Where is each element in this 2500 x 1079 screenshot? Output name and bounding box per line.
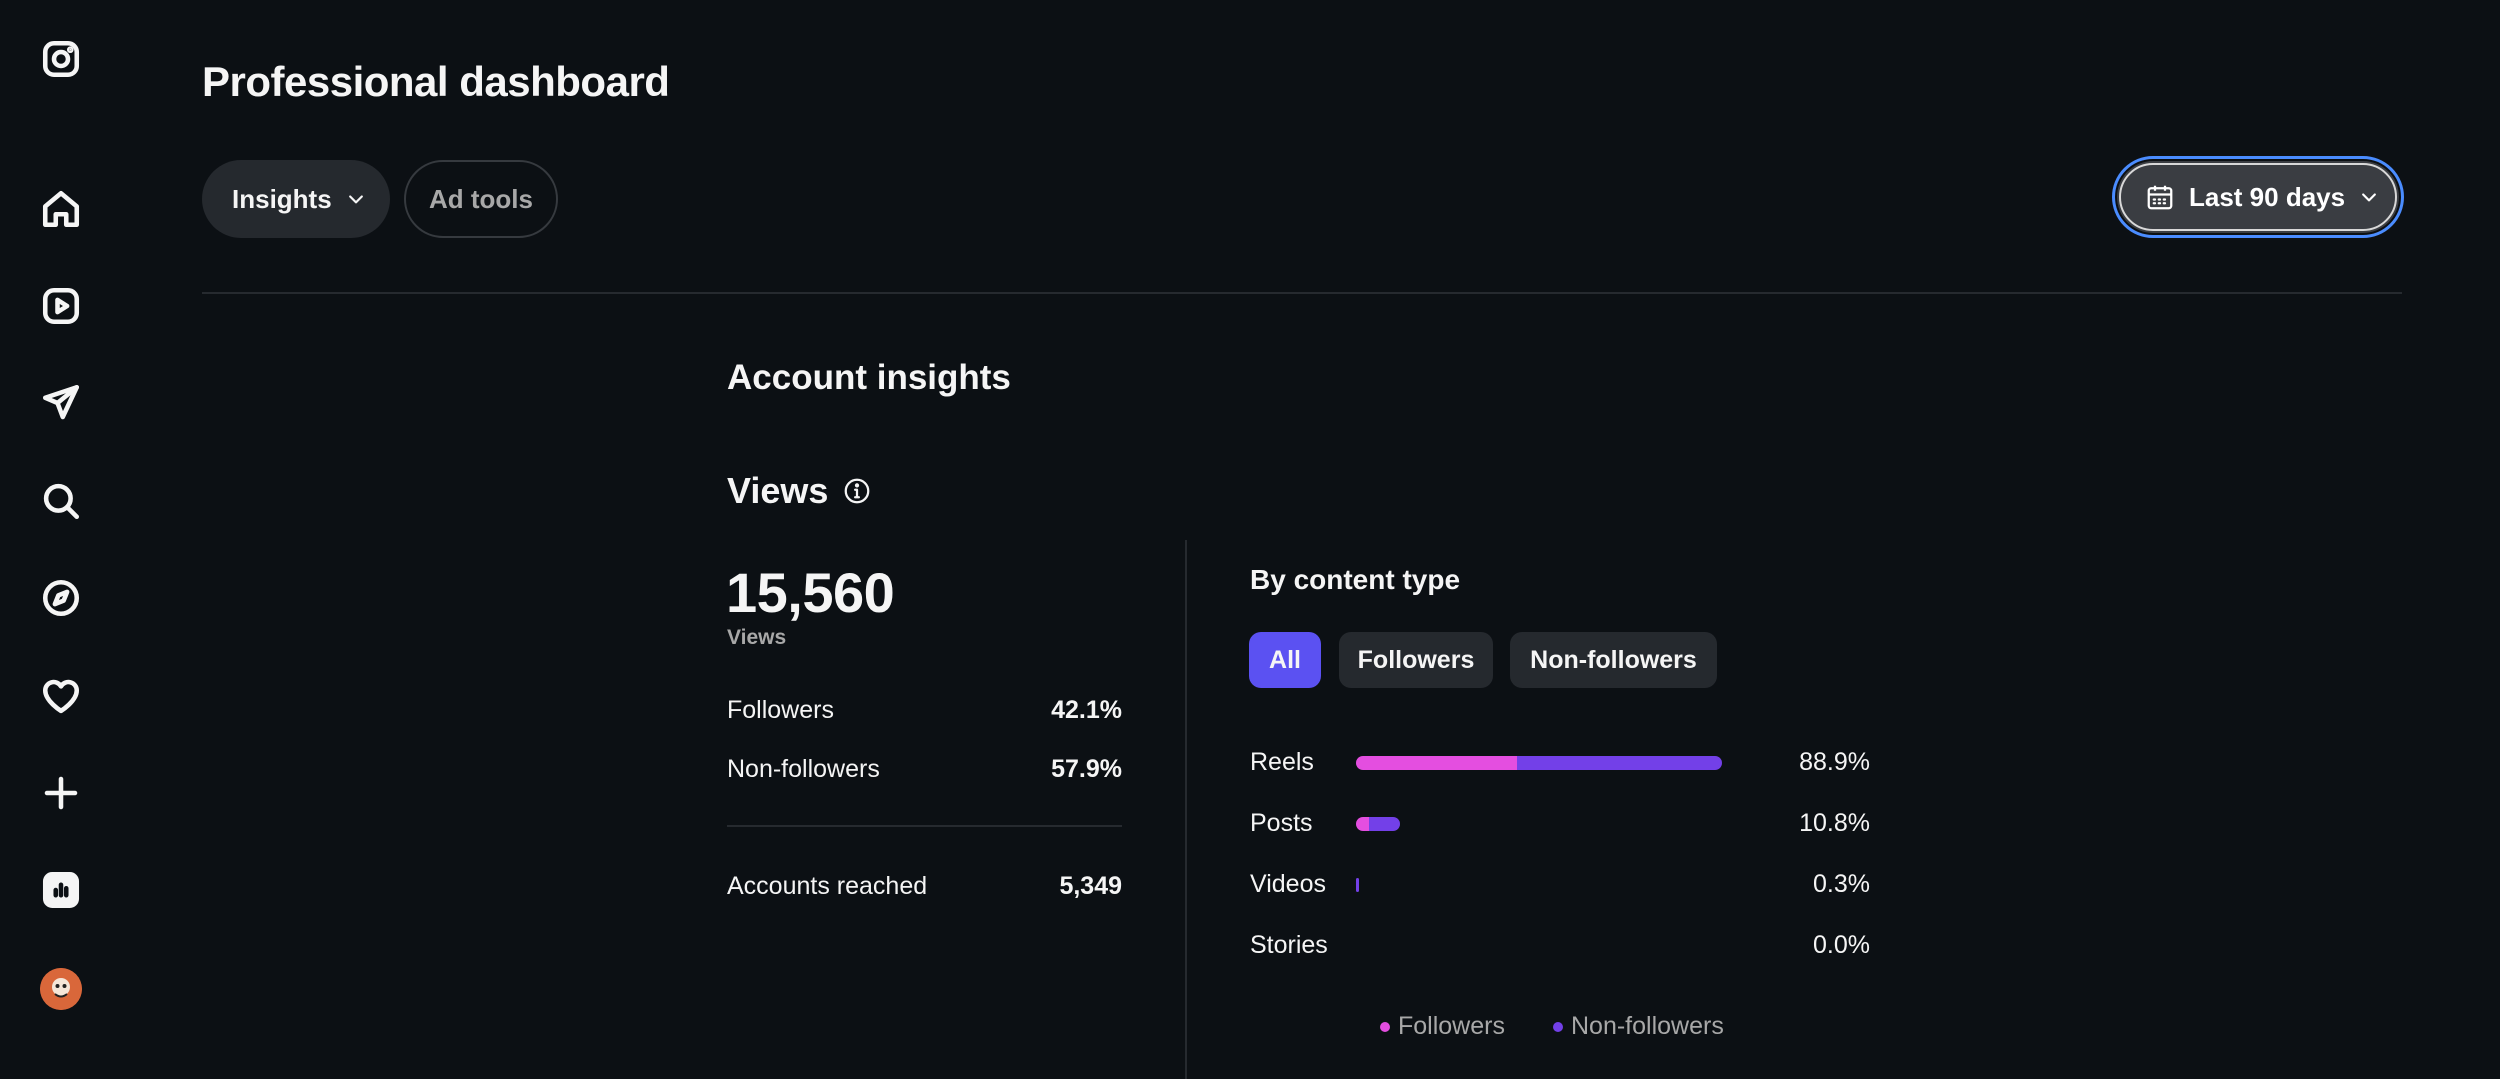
views-sub-label: Views xyxy=(727,626,787,649)
date-range-dropdown[interactable]: Last 90 days xyxy=(2112,156,2404,238)
content-type-pct: 88.9% xyxy=(1799,748,1870,776)
content-type-row: Stories 0.0% xyxy=(1250,925,1870,965)
bar-nonfollowers-segment xyxy=(1369,817,1401,831)
content-type-pct: 0.3% xyxy=(1813,870,1870,898)
notifications-icon[interactable] xyxy=(38,673,84,719)
chip-followers[interactable]: Followers xyxy=(1339,632,1493,688)
messages-icon[interactable] xyxy=(38,380,84,426)
nonfollowers-stat: Non-followers 57.9% xyxy=(727,755,1122,784)
dashboard-icon[interactable] xyxy=(38,867,84,913)
views-title-label: Views xyxy=(727,470,829,511)
nonfollowers-value: 57.9% xyxy=(1051,755,1122,783)
content-type-bar xyxy=(1356,756,1722,770)
chip-non-followers[interactable]: Non-followers xyxy=(1510,632,1717,688)
insights-label: Insights xyxy=(232,183,332,214)
insights-dropdown[interactable]: Insights xyxy=(202,160,390,238)
legend-followers: Followers xyxy=(1380,1012,1505,1041)
bar-nonfollowers-segment xyxy=(1517,756,1722,770)
content-type-label: Videos xyxy=(1250,870,1326,898)
content-type-label: Reels xyxy=(1250,748,1314,776)
content-type-row: Posts 10.8% xyxy=(1250,803,1870,843)
ad-tools-button[interactable]: Ad tools xyxy=(404,160,558,238)
chip-all[interactable]: All xyxy=(1249,632,1321,688)
account-insights-title: Account insights xyxy=(727,358,1011,397)
info-icon[interactable] xyxy=(842,476,872,506)
search-icon[interactable] xyxy=(38,478,84,524)
by-content-type-title: By content type xyxy=(1250,564,1461,595)
header-divider xyxy=(202,292,2402,294)
bar-followers-segment xyxy=(1356,817,1370,831)
accounts-reached-label: Accounts reached xyxy=(727,872,928,900)
content-type-row: Videos 0.3% xyxy=(1250,864,1870,904)
legend-nonfollowers: Non-followers xyxy=(1553,1012,1724,1041)
create-icon[interactable] xyxy=(38,770,84,816)
followers-dot xyxy=(1380,1021,1390,1032)
explore-icon[interactable] xyxy=(38,575,84,621)
home-icon[interactable] xyxy=(38,186,84,232)
instagram-logo-icon[interactable] xyxy=(38,36,84,82)
profile-avatar[interactable] xyxy=(40,968,82,1010)
content-type-pct: 0.0% xyxy=(1813,931,1870,959)
column-divider xyxy=(1185,540,1187,1079)
accounts-reached-stat: Accounts reached 5,349 xyxy=(727,872,1122,901)
chevron-down-icon xyxy=(348,195,363,204)
content-type-label: Posts xyxy=(1250,809,1313,837)
content-type-pct: 10.8% xyxy=(1799,809,1870,837)
views-total: 15,560 xyxy=(726,561,895,624)
nonfollowers-dot xyxy=(1553,1021,1563,1032)
legend-nonfollowers-label: Non-followers xyxy=(1571,1012,1724,1040)
page-title: Professional dashboard xyxy=(202,58,670,105)
followers-stat: Followers 42.1% xyxy=(727,696,1122,725)
ad-tools-label: Ad tools xyxy=(429,183,533,214)
chevron-down-icon xyxy=(2362,193,2377,202)
bar-nonfollowers-segment xyxy=(1356,878,1359,892)
followers-value: 42.1% xyxy=(1051,696,1122,724)
views-title: Views xyxy=(727,470,872,512)
followers-label: Followers xyxy=(727,696,834,724)
reels-icon[interactable] xyxy=(38,283,84,329)
content-type-bar xyxy=(1356,817,1401,831)
content-type-row: Reels 88.9% xyxy=(1250,742,1870,782)
bar-followers-segment xyxy=(1356,756,1518,770)
accounts-reached-value: 5,349 xyxy=(1059,872,1122,900)
content-type-label: Stories xyxy=(1250,931,1328,959)
calendar-icon xyxy=(2147,185,2173,210)
content-type-bar xyxy=(1356,878,1359,892)
nonfollowers-label: Non-followers xyxy=(727,755,880,783)
legend-followers-label: Followers xyxy=(1398,1012,1505,1040)
date-range-label: Last 90 days xyxy=(2189,181,2346,212)
sidebar xyxy=(0,0,122,1079)
stats-divider xyxy=(727,825,1122,827)
